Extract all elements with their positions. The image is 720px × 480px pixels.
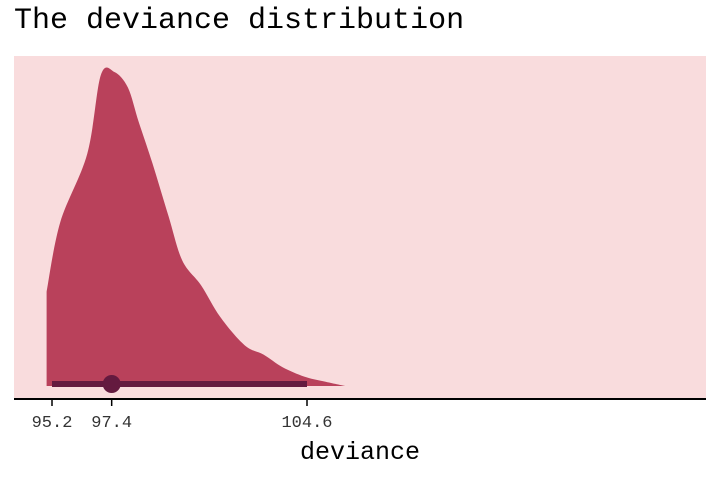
point-estimate-dot — [102, 375, 121, 393]
density-layer — [46, 67, 345, 386]
x-axis-ticks: 95.2 97.4 104.6 — [32, 399, 333, 433]
x-tick-label: 97.4 — [91, 414, 132, 433]
chart-title: The deviance distribution — [14, 4, 465, 38]
density-area — [46, 67, 345, 386]
x-tick-label: 95.2 — [32, 414, 73, 433]
x-tick-label: 104.6 — [281, 414, 332, 433]
x-axis-title: deviance — [300, 438, 420, 467]
interval-layer — [52, 375, 307, 393]
